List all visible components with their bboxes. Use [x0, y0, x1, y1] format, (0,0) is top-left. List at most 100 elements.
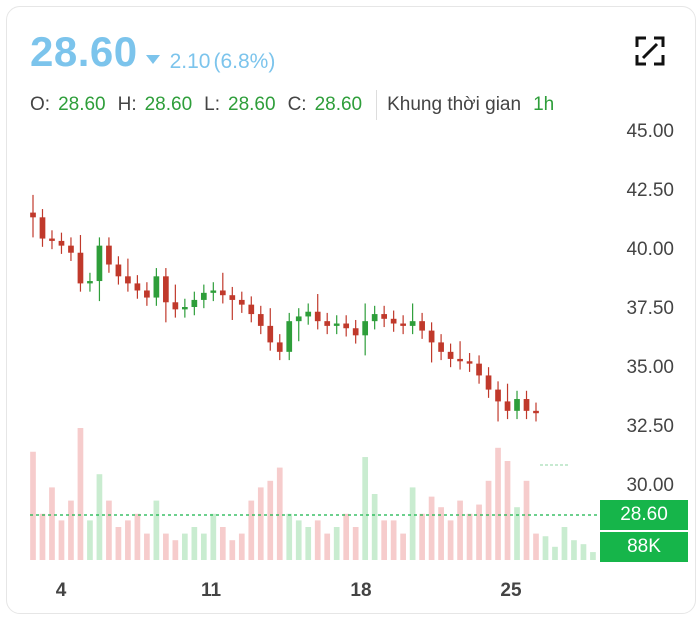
candle-body: [248, 304, 255, 315]
expand-icon[interactable]: [633, 34, 667, 68]
candle-body: [276, 342, 283, 352]
candle-body: [305, 311, 312, 317]
candle-body: [371, 314, 378, 322]
y-tick-label: 30.00: [626, 475, 674, 496]
candle-body: [58, 240, 65, 246]
volume-bar: [153, 500, 160, 560]
volume-bar: [324, 533, 331, 560]
candle-body: [447, 351, 454, 359]
volume-bar: [428, 496, 435, 560]
candle-body: [352, 328, 359, 336]
volume-bar: [134, 513, 141, 560]
volume-bar: [200, 533, 207, 560]
volume-tag: 88K: [600, 532, 688, 562]
volume-bar: [305, 527, 312, 560]
candle-body: [39, 217, 46, 239]
candle-body: [419, 321, 425, 331]
volume-bar: [58, 520, 65, 560]
candle-body: [125, 276, 131, 284]
candle-body: [134, 283, 141, 291]
y-tick-label: 32.50: [626, 416, 674, 437]
candle-body: [333, 323, 340, 326]
volume-bar: [49, 487, 55, 560]
volume-bar: [191, 527, 198, 560]
volume-bar: [571, 540, 577, 560]
candle-body: [30, 212, 36, 218]
candle-body: [476, 363, 482, 376]
volume-bar: [381, 520, 387, 560]
volume-bar: [68, 500, 74, 560]
volume-bar: [219, 527, 226, 560]
volume-bar: [172, 540, 179, 560]
candle-body: [49, 238, 55, 241]
volume-bar: [485, 480, 492, 560]
candle-body: [68, 245, 74, 253]
candles: [30, 194, 539, 422]
candle-body: [466, 361, 473, 364]
x-tick-label: 18: [350, 580, 371, 601]
change-value: 2.10: [169, 49, 211, 73]
x-axis-labels: 4 11 18 25: [56, 580, 522, 601]
y-tick-label: 42.50: [626, 180, 674, 201]
volume-bar: [115, 527, 122, 560]
candle-body: [229, 295, 236, 300]
y-tick-label: 35.00: [626, 357, 674, 378]
volume-bar: [248, 500, 255, 560]
candle-body: [219, 290, 226, 296]
volume-bar: [238, 533, 245, 560]
volume-bar: [163, 533, 169, 560]
candle-body: [238, 299, 245, 305]
y-tick-label: 37.50: [626, 298, 674, 319]
candle-body: [409, 321, 416, 326]
candle-body: [400, 323, 406, 326]
volume-bar: [267, 480, 274, 560]
down-arrow-icon: [145, 55, 160, 64]
volume-bar: [182, 533, 188, 560]
candle-body: [144, 290, 150, 298]
open-label: O:: [30, 94, 51, 115]
x-tick-label: 25: [500, 580, 522, 601]
candle-body: [96, 245, 103, 282]
volume-bar: [333, 527, 340, 560]
y-tick-label: 45.00: [626, 121, 674, 142]
volume-bar: [210, 513, 217, 560]
candle-body: [77, 252, 84, 284]
candle-body: [267, 325, 274, 343]
low-label: L:: [204, 94, 221, 115]
candle-body: [343, 323, 350, 329]
volume-bar: [514, 507, 520, 560]
volume-bar: [438, 507, 444, 560]
volume-bar: [457, 500, 463, 560]
volume-bar: [409, 487, 416, 560]
volume-bars: [30, 428, 596, 560]
candle-body: [523, 399, 530, 411]
volume-bar: [371, 494, 378, 560]
volume-bar: [400, 533, 406, 560]
y-tick-label: 40.00: [626, 239, 674, 260]
volume-bar: [580, 544, 587, 560]
volume-bar: [352, 527, 359, 560]
candle-body: [163, 276, 169, 303]
timeframe-value[interactable]: 1h: [533, 94, 555, 115]
close-label: C:: [287, 94, 307, 115]
candle-body: [362, 321, 369, 336]
volume-bar: [552, 546, 558, 560]
x-tick-label: 11: [201, 580, 222, 601]
volume-bar: [229, 540, 236, 560]
volume-bar: [106, 500, 112, 560]
price-header: 28.60 2.10 (6.8%): [30, 28, 275, 76]
volume-bar: [390, 520, 397, 560]
candle-body: [457, 358, 463, 362]
candle-body: [381, 314, 387, 319]
candle-body: [533, 410, 539, 414]
candle-body: [295, 316, 302, 322]
timeframe-label[interactable]: Khung thời gian: [387, 94, 522, 115]
open-value: 28.60: [58, 94, 106, 115]
candle-body: [314, 311, 321, 322]
volume-bar: [590, 552, 596, 560]
candle-body: [115, 264, 122, 277]
last-price-tag: 28.60: [600, 500, 688, 530]
candle-body: [210, 290, 217, 293]
candle-body: [504, 401, 511, 411]
